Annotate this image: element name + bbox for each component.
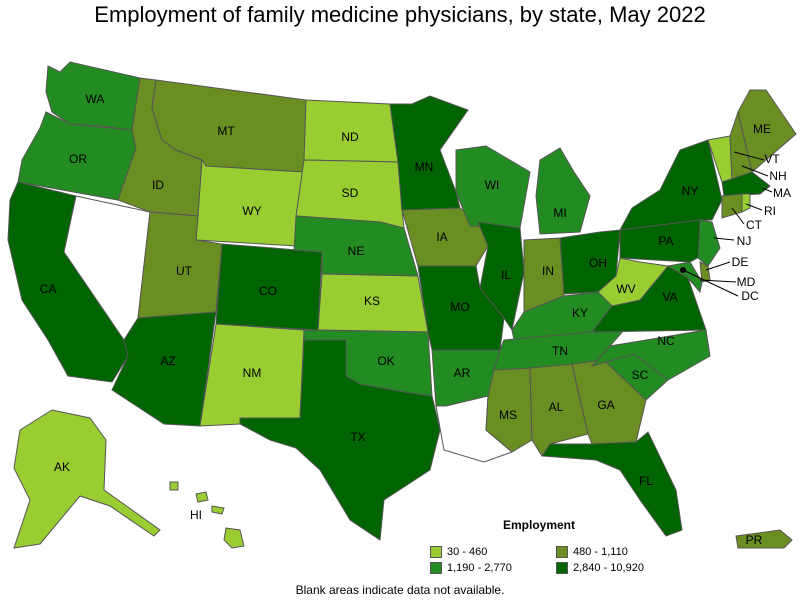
label-VT: VT [764,152,780,166]
label-ID: ID [152,178,164,192]
label-WA: WA [86,92,105,106]
label-AL: AL [549,400,564,414]
label-AZ: AZ [160,354,175,368]
label-TN: TN [552,344,568,358]
state-MN[interactable] [389,95,469,211]
label-MA: MA [773,186,791,200]
state-RI[interactable] [741,193,751,213]
label-NC: NC [657,334,675,348]
label-NH: NH [769,169,786,183]
label-PR: PR [746,533,763,547]
legend-label: 30 - 460 [447,546,488,558]
label-AR: AR [454,366,471,380]
state-WY[interactable] [195,158,305,247]
label-OK: OK [377,354,394,368]
label-CT: CT [746,218,763,232]
legend-swatch [556,562,568,574]
state-TX[interactable] [239,339,441,541]
state-PR[interactable] [735,529,793,549]
label-DE: DE [732,255,749,269]
state-MD[interactable] [666,261,703,294]
label-NM: NM [243,366,262,380]
label-KY: KY [572,306,588,320]
footnote: Blank areas indicate data not available. [295,583,505,597]
legend-title: Employment [503,518,576,532]
state-NC[interactable] [590,329,711,381]
state-MO[interactable] [417,265,505,351]
legend-item-tier3: 2,840 - 10,920 [556,562,644,574]
state-NJ[interactable] [697,219,721,267]
label-CA: CA [40,282,57,296]
label-DC: DC [741,289,759,303]
state-AK[interactable] [13,409,161,549]
legend-swatch [430,562,442,574]
label-SD: SD [342,186,359,200]
label-AK: AK [54,460,70,474]
label-WI: WI [485,178,500,192]
label-MS: MS [499,408,517,422]
state-IL[interactable] [477,221,525,332]
legend-label: 1,190 - 2,770 [447,562,512,574]
label-VA: VA [662,290,677,304]
label-IA: IA [436,230,447,244]
label-MD: MD [737,275,756,289]
legend-swatch [556,546,568,558]
state-MA[interactable] [721,171,771,197]
label-MI: MI [553,206,566,220]
label-WY: WY [242,204,261,218]
label-NE: NE [348,244,365,258]
label-RI: RI [764,204,776,218]
state-DE[interactable] [699,261,711,283]
callouts [682,151,773,297]
label-HI: HI [190,508,202,522]
legend-label: 480 - 1,110 [573,546,628,558]
label-IL: IL [501,268,511,282]
state-HI[interactable] [169,481,245,549]
label-GA: GA [597,398,614,412]
state-ME[interactable] [737,89,797,173]
label-MN: MN [415,160,434,174]
label-TX: TX [350,430,365,444]
label-MT: MT [217,124,235,138]
label-NJ: NJ [737,234,752,248]
label-OH: OH [589,256,607,270]
legend-item-tier2: 1,190 - 2,770 [430,562,512,574]
legend-swatch [430,546,442,558]
label-NY: NY [682,184,699,198]
legend-item-tier0: 30 - 460 [430,546,487,558]
label-OR: OR [69,152,87,166]
label-ND: ND [341,130,359,144]
label-SC: SC [632,368,649,382]
legend-label: 2,840 - 10,920 [573,562,644,574]
state-MI[interactable] [535,147,591,235]
label-CO: CO [259,284,277,298]
label-KS: KS [364,294,380,308]
state-AZ[interactable] [111,311,217,427]
label-IN: IN [542,264,554,278]
label-UT: UT [176,264,193,278]
legend-item-tier1: 480 - 1,110 [556,546,628,558]
state-NY[interactable] [619,139,723,231]
state-FL[interactable] [541,431,683,537]
label-ME: ME [753,122,771,136]
map-title: Employment of family medicine physicians… [94,2,706,27]
state-CT[interactable] [721,193,743,219]
label-PA: PA [658,234,673,248]
label-FL: FL [639,474,653,488]
label-WV: WV [616,282,635,296]
state-WV[interactable] [597,257,669,307]
label-MO: MO [450,300,469,314]
